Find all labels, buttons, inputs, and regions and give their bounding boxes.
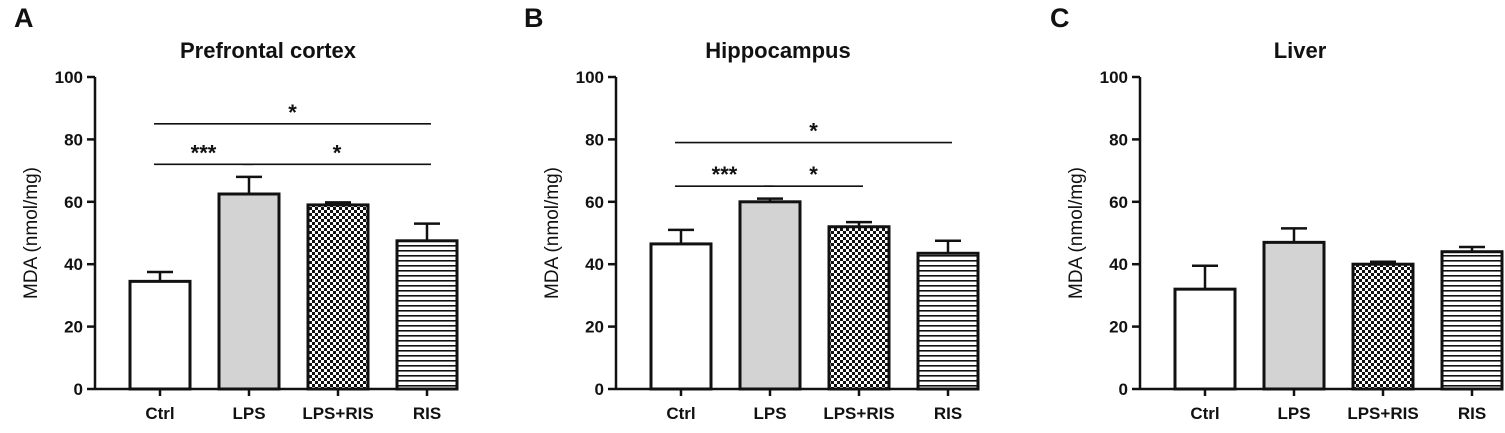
x-tick-label: LPS (1277, 404, 1310, 423)
y-tick-label: 0 (1119, 380, 1128, 399)
x-tick-label: LPS (232, 404, 265, 423)
x-tick-label: LPS+RIS (302, 404, 373, 423)
bar (649, 242, 713, 391)
y-tick-label: 20 (585, 318, 604, 337)
bar (738, 200, 802, 391)
y-tick-label: 20 (1109, 318, 1128, 337)
y-tick-label: 0 (74, 380, 83, 399)
bar (128, 279, 192, 391)
panel-letter: B (524, 3, 544, 33)
x-tick-label: RIS (934, 404, 962, 423)
y-axis-label: MDA (nmol/mg) (1066, 167, 1087, 299)
y-tick-label: 0 (595, 380, 604, 399)
y-tick-label: 80 (64, 130, 83, 149)
y-axis-label: MDA (nmol/mg) (542, 167, 563, 299)
y-axis-label: MDA (nmol/mg) (21, 167, 42, 299)
significance-label: * (333, 140, 342, 165)
bar (1173, 287, 1237, 391)
panels: A Prefrontal cortex MDA (nmol/mg) 0 20 40 60 80… (14, 3, 1504, 423)
x-tick-label: Ctrl (666, 404, 695, 423)
bar (395, 239, 459, 391)
x-tick-label: RIS (413, 404, 441, 423)
y-tick-label: 80 (1109, 130, 1128, 149)
y-tick-label: 40 (585, 255, 604, 274)
chart-panel-b: B Hippocampus MDA (nmol/mg) 0 20 40 60 80 100 Ctr… (524, 3, 980, 423)
chart-title: Prefrontal cortex (180, 38, 357, 63)
significance-label: *** (712, 162, 738, 187)
x-tick-label: LPS (753, 404, 786, 423)
x-tick-label: Ctrl (1190, 404, 1219, 423)
y-tick-label: 60 (64, 193, 83, 212)
x-tick-label: Ctrl (145, 404, 174, 423)
panel-letter: A (14, 3, 34, 33)
bar (1351, 262, 1415, 391)
bar (916, 251, 980, 391)
bar (306, 203, 370, 391)
bar (217, 192, 281, 391)
y-tick-label: 100 (55, 68, 83, 87)
bar (1262, 240, 1326, 391)
bar (1440, 250, 1504, 391)
y-tick-label: 40 (1109, 255, 1128, 274)
panel-letter: C (1050, 3, 1070, 33)
y-tick-label: 60 (1109, 193, 1128, 212)
y-tick-label: 80 (585, 130, 604, 149)
chart-title: Liver (1274, 38, 1327, 63)
y-tick-label: 20 (64, 318, 83, 337)
significance-label: * (288, 100, 297, 125)
x-tick-label: LPS+RIS (1347, 404, 1418, 423)
significance-label: * (809, 119, 818, 144)
y-tick-label: 40 (64, 255, 83, 274)
x-tick-label: LPS+RIS (823, 404, 894, 423)
bar (827, 225, 891, 391)
significance-label: * (809, 162, 818, 187)
y-tick-label: 100 (1100, 68, 1128, 87)
significance-label: *** (191, 140, 217, 165)
x-tick-label: RIS (1458, 404, 1486, 423)
y-tick-label: 100 (576, 68, 604, 87)
chart-panel-c: C Liver MDA (nmol/mg) 0 20 40 60 80 100 Ctrl LPS LP… (1050, 3, 1504, 423)
chart-title: Hippocampus (705, 38, 850, 63)
y-tick-label: 60 (585, 193, 604, 212)
chart-panel-a: A Prefrontal cortex MDA (nmol/mg) 0 20 40 60 80… (14, 3, 459, 423)
